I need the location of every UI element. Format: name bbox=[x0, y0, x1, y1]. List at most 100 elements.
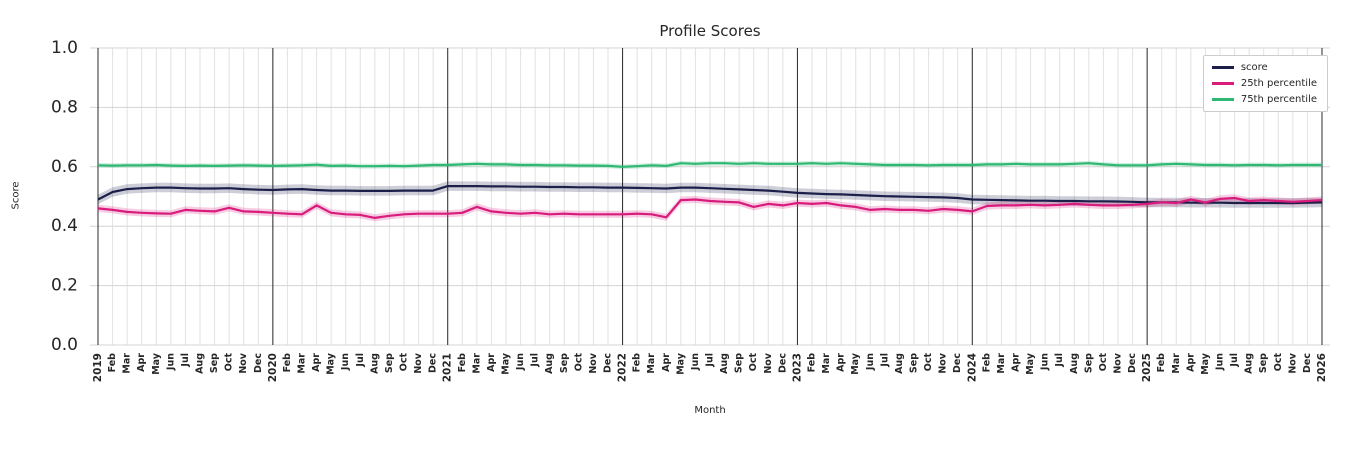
x-tick-label-month: Oct bbox=[399, 353, 410, 372]
x-tick-label-month: Aug bbox=[1244, 353, 1255, 374]
x-tick-label-month: Jun bbox=[1040, 353, 1051, 371]
x-tick-label-month: Nov bbox=[588, 352, 599, 373]
x-tick-label-month: Nov bbox=[238, 352, 249, 373]
y-tick-label: 0.2 bbox=[51, 276, 78, 296]
x-tick-label-month: Sep bbox=[384, 353, 395, 373]
x-tick-label-month: Mar bbox=[471, 353, 482, 374]
x-tick-label-month: Sep bbox=[1083, 353, 1094, 373]
y-tick-label: 0.6 bbox=[51, 157, 78, 177]
legend-swatch-score bbox=[1211, 66, 1234, 69]
x-tick-label-month: Jul bbox=[530, 353, 541, 368]
x-tick-label-month: Jul bbox=[1229, 353, 1240, 368]
x-tick-label-month: Jul bbox=[1054, 353, 1065, 368]
x-tick-label-month: Jun bbox=[1215, 353, 1226, 371]
x-tick-label-month: Nov bbox=[413, 352, 424, 373]
legend-swatch-25th-percentile bbox=[1211, 82, 1234, 85]
y-tick-label: 0.0 bbox=[51, 335, 78, 355]
x-tick-label-month: Dec bbox=[603, 353, 614, 373]
x-tick-label-month: Nov bbox=[1113, 352, 1124, 373]
x-tick-label-month: Feb bbox=[807, 353, 818, 373]
x-tick-label-month: May bbox=[501, 352, 512, 375]
x-tick-label-year: 2019 bbox=[92, 353, 104, 382]
legend: score 25th percentile 75th percentile bbox=[1202, 55, 1328, 112]
x-tick-label-month: Jul bbox=[355, 353, 366, 368]
x-tick-label-month: Dec bbox=[1302, 353, 1313, 373]
x-tick-label-month: Jun bbox=[340, 353, 351, 371]
x-tick-label-month: Mar bbox=[297, 353, 308, 374]
x-tick-label-month: Aug bbox=[195, 353, 206, 374]
legend-item-score: score bbox=[1211, 62, 1317, 73]
x-tick-label-month: Mar bbox=[996, 353, 1007, 374]
x-tick-label-month: Oct bbox=[573, 353, 584, 372]
x-tick-label-month: Feb bbox=[1156, 353, 1167, 373]
legend-label-score: score bbox=[1240, 62, 1268, 73]
x-tick-label-month: Feb bbox=[282, 353, 293, 373]
series-line-25th-percentile bbox=[97, 196, 1323, 219]
x-tick-label-month: May bbox=[1025, 352, 1036, 375]
x-tick-label-month: Dec bbox=[952, 353, 963, 373]
x-tick-label-month: Oct bbox=[1098, 353, 1109, 372]
x-tick-label-month: Mar bbox=[646, 353, 657, 374]
x-tick-label-month: Feb bbox=[457, 353, 468, 373]
x-tick-label-month: Dec bbox=[428, 353, 439, 373]
legend-item-25th-percentile: 25th percentile bbox=[1211, 78, 1317, 89]
x-tick-label-month: Jul bbox=[705, 353, 716, 368]
y-tick-label: 0.4 bbox=[51, 216, 78, 236]
y-tick-label: 1.0 bbox=[51, 38, 78, 58]
x-tick-label-month: Feb bbox=[107, 353, 118, 373]
x-tick-label-month: Sep bbox=[734, 353, 745, 373]
legend-swatch-75th-percentile bbox=[1211, 98, 1234, 101]
x-tick-label-month: Jun bbox=[515, 353, 526, 371]
x-tick-label-month: May bbox=[675, 352, 686, 375]
series-line-75th-percentile bbox=[97, 162, 1322, 168]
x-tick-label-month: Mar bbox=[1171, 353, 1182, 374]
x-tick-label-month: Dec bbox=[253, 353, 264, 373]
x-tick-label-month: Feb bbox=[981, 353, 992, 373]
x-tick-label-month: Sep bbox=[209, 353, 220, 373]
x-tick-label-month: Sep bbox=[1258, 353, 1269, 373]
legend-label-25th-percentile: 25th percentile bbox=[1240, 78, 1317, 89]
x-tick-label-year: 2026 bbox=[1316, 353, 1328, 382]
x-tick-label-month: Oct bbox=[923, 353, 934, 372]
x-tick-label-year: 2025 bbox=[1141, 353, 1153, 382]
x-tick-label-month: Apr bbox=[836, 353, 847, 372]
x-tick-label-month: May bbox=[850, 352, 861, 375]
x-tick-label-month: Nov bbox=[763, 352, 774, 373]
x-tick-label-month: Apr bbox=[311, 353, 322, 372]
legend-label-75th-percentile: 75th percentile bbox=[1240, 94, 1317, 105]
x-tick-label-month: Nov bbox=[1287, 352, 1298, 373]
x-tick-label-year: 2021 bbox=[442, 353, 454, 382]
x-tick-label-month: Dec bbox=[1127, 353, 1138, 373]
series-line-score bbox=[97, 185, 1323, 205]
x-tick-label-month: May bbox=[151, 352, 162, 375]
x-tick-label-year: 2020 bbox=[267, 353, 279, 382]
x-tick-label-month: Aug bbox=[719, 353, 730, 374]
x-tick-label-month: Sep bbox=[909, 353, 920, 373]
x-tick-label-month: Apr bbox=[1011, 353, 1022, 372]
x-tick-label-month: Apr bbox=[1185, 353, 1196, 372]
x-tick-label-month: Dec bbox=[777, 353, 788, 373]
x-tick-label-year: 2022 bbox=[617, 353, 629, 382]
x-tick-label-month: Jun bbox=[690, 353, 701, 371]
x-tick-label-month: Sep bbox=[559, 353, 570, 373]
x-tick-label-month: Jun bbox=[865, 353, 876, 371]
x-tick-label-month: Jul bbox=[180, 353, 191, 368]
x-tick-label-month: Apr bbox=[661, 353, 672, 372]
legend-item-75th-percentile: 75th percentile bbox=[1211, 94, 1317, 105]
x-tick-label-month: Aug bbox=[894, 353, 905, 374]
x-tick-label-month: Oct bbox=[748, 353, 759, 372]
x-tick-label-month: Oct bbox=[1273, 353, 1284, 372]
x-tick-label-month: Aug bbox=[369, 353, 380, 374]
x-tick-label-month: Apr bbox=[486, 353, 497, 372]
x-tick-label-year: 2024 bbox=[966, 353, 978, 382]
x-tick-label-month: Jul bbox=[879, 353, 890, 368]
x-tick-label-month: Mar bbox=[122, 353, 133, 374]
chart-title: Profile Scores bbox=[659, 22, 761, 40]
x-tick-label-month: Aug bbox=[1069, 353, 1080, 374]
x-tick-label-month: Aug bbox=[544, 353, 555, 374]
x-tick-label-month: May bbox=[326, 352, 337, 375]
x-tick-label-month: Mar bbox=[821, 353, 832, 374]
x-tick-label-year: 2023 bbox=[791, 353, 803, 382]
